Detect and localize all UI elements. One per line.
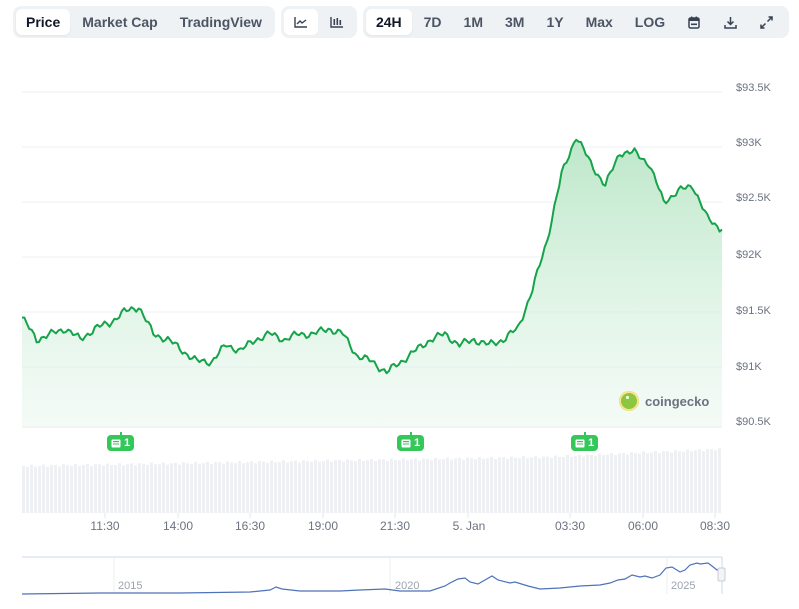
y-tick-label: $91.5K <box>736 305 771 317</box>
x-tick-label: 06:00 <box>627 519 659 533</box>
price-line <box>21 138 723 375</box>
chart-type-toggle <box>280 6 357 38</box>
download-icon <box>723 16 737 29</box>
range-3m[interactable]: 3M <box>504 14 525 30</box>
price-area-fill <box>22 139 722 428</box>
chart-toolbar: Price Market Cap TradingView 24H 7D 1M 3… <box>13 6 790 38</box>
news-count: 1 <box>124 437 131 449</box>
range-max[interactable]: Max <box>585 14 613 30</box>
navigator-label: 2015 <box>118 580 143 592</box>
x-tick-label: 16:30 <box>234 519 266 533</box>
coingecko-watermark: coingecko <box>619 391 709 411</box>
y-tick-label: $90.5K <box>736 416 771 428</box>
range-1m[interactable]: 1M <box>463 14 483 30</box>
range-7d[interactable]: 7D <box>423 14 442 30</box>
time-range-selector: 24H 7D 1M 3M 1Y Max LOG <box>362 6 790 38</box>
navigator-line <box>21 562 722 595</box>
candlestick-chart-button[interactable] <box>320 9 354 35</box>
calendar-icon <box>688 16 700 29</box>
navigator-handle[interactable] <box>717 567 726 582</box>
tab-price[interactable]: Price <box>16 9 71 35</box>
x-axis-ticks <box>104 513 716 518</box>
view-tabs: Price Market Cap TradingView <box>13 6 275 38</box>
line-chart-button[interactable] <box>283 9 318 35</box>
newspaper-icon <box>575 439 585 447</box>
range-24h[interactable]: 24H <box>365 9 412 35</box>
navigator-label: 2025 <box>671 580 696 592</box>
news-marker[interactable]: 1 <box>107 432 135 451</box>
date-range-button[interactable] <box>677 9 711 35</box>
x-tick-label: 03:30 <box>554 519 586 533</box>
coingecko-logo-icon <box>619 391 639 411</box>
x-tick-label: 14:00 <box>162 519 194 533</box>
range-1y[interactable]: 1Y <box>546 14 564 30</box>
x-tick-label: 21:30 <box>379 519 411 533</box>
newspaper-icon <box>401 439 411 447</box>
y-tick-label: $92K <box>736 249 762 261</box>
download-button[interactable] <box>713 9 747 35</box>
news-marker[interactable]: 1 <box>397 432 425 451</box>
x-tick-label: 19:00 <box>307 519 339 533</box>
candlestick-chart-icon <box>330 17 343 28</box>
navigator[interactable] <box>21 556 726 595</box>
news-count: 1 <box>588 437 595 449</box>
y-tick-label: $93.5K <box>736 82 771 94</box>
log-scale-toggle[interactable]: LOG <box>634 14 666 30</box>
news-count: 1 <box>414 437 421 449</box>
y-tick-label: $91K <box>736 361 762 373</box>
line-chart-icon <box>294 17 307 28</box>
fullscreen-button[interactable] <box>749 9 783 35</box>
watermark-text: coingecko <box>645 393 710 409</box>
y-tick-label: $93K <box>736 137 762 149</box>
tab-tradingview[interactable]: TradingView <box>179 14 262 30</box>
x-tick-label: 11:30 <box>90 519 120 533</box>
newspaper-icon <box>111 439 121 447</box>
volume-bars <box>22 448 721 513</box>
news-marker[interactable]: 1 <box>571 432 599 451</box>
expand-icon <box>759 15 773 29</box>
navigator-label: 2020 <box>395 580 420 592</box>
y-tick-label: $92.5K <box>736 192 771 204</box>
x-tick-label: 5. Jan <box>452 519 486 533</box>
x-tick-label: 08:30 <box>699 519 731 533</box>
tab-market-cap[interactable]: Market Cap <box>82 14 158 30</box>
